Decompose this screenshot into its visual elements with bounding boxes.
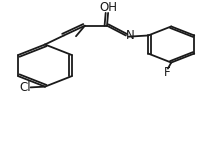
Text: Cl: Cl — [19, 81, 31, 94]
Text: N: N — [126, 29, 135, 42]
Text: OH: OH — [100, 1, 117, 14]
Text: F: F — [164, 66, 171, 79]
